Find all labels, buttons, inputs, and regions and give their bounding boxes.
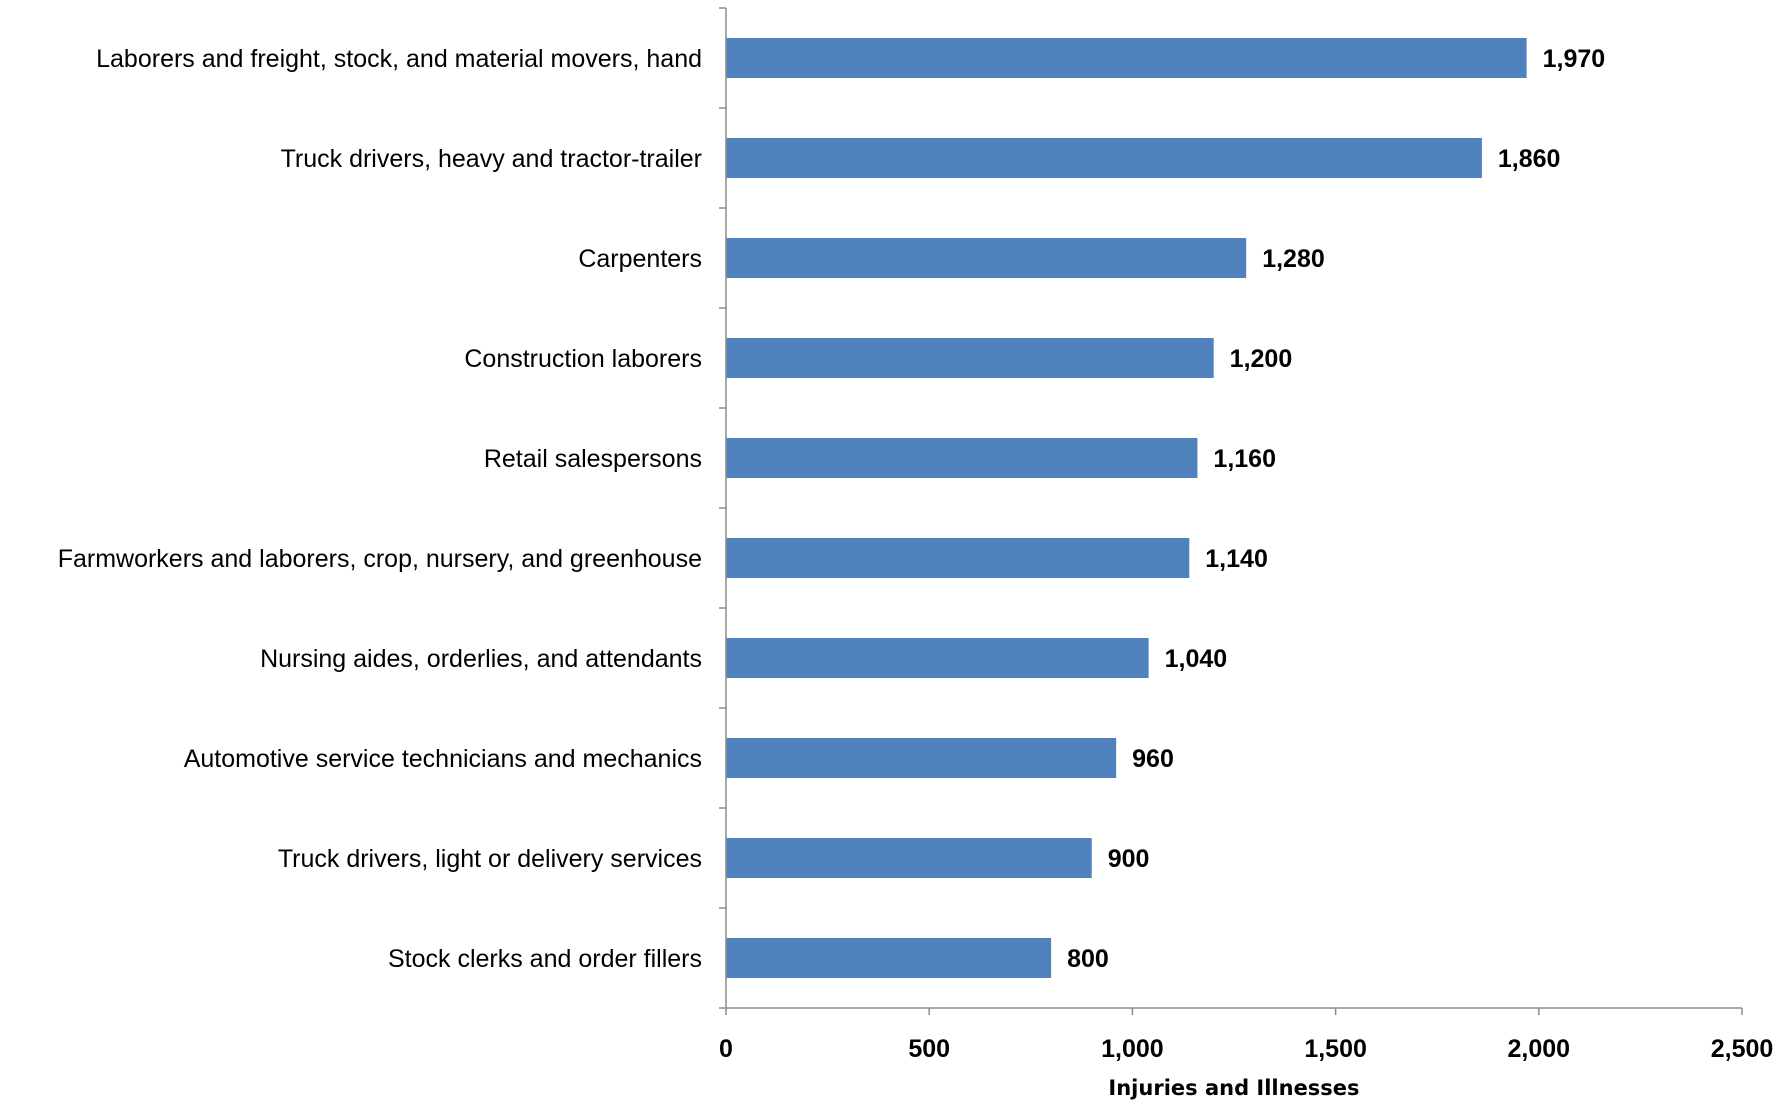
data-label: 1,970 <box>1543 45 1606 73</box>
data-label: 1,280 <box>1262 245 1325 273</box>
bar <box>726 238 1247 278</box>
data-label: 1,860 <box>1498 145 1561 173</box>
x-tick-labels-group: 0 500 1,000 1,500 2,000 2,500 <box>719 1035 1773 1063</box>
category-label: Laborers and freight, stock, and materia… <box>96 45 702 73</box>
data-label: 900 <box>1108 845 1150 873</box>
category-label: Stock clerks and order fillers <box>388 945 702 973</box>
data-label: 1,160 <box>1213 445 1276 473</box>
x-axis-title: Injuries and Illnesses <box>1108 1076 1359 1100</box>
bars-group <box>726 38 1527 978</box>
data-label: 1,200 <box>1230 345 1293 373</box>
category-label: Retail salespersons <box>484 445 702 473</box>
x-tick-label: 2,000 <box>1508 1035 1571 1063</box>
category-label: Carpenters <box>578 245 702 273</box>
category-labels-group: Laborers and freight, stock, and materia… <box>58 45 702 973</box>
x-tick-label: 0 <box>719 1035 733 1063</box>
bar <box>726 138 1482 178</box>
category-label: Automotive service technicians and mecha… <box>184 745 702 773</box>
x-tick-label: 1,000 <box>1101 1035 1164 1063</box>
category-label: Truck drivers, light or delivery service… <box>278 845 702 873</box>
data-labels-group: 1,970 1,860 1,280 1,200 1,160 1,140 1,040 960 90… <box>1067 45 1605 973</box>
bar <box>726 438 1198 478</box>
bar <box>726 538 1190 578</box>
x-tick-label: 500 <box>908 1035 950 1063</box>
bar <box>726 638 1149 678</box>
bar <box>726 338 1214 378</box>
data-label: 1,040 <box>1165 645 1228 673</box>
category-label: Truck drivers, heavy and tractor-trailer <box>281 145 702 173</box>
x-tick-label: 1,500 <box>1304 1035 1367 1063</box>
bar <box>726 738 1117 778</box>
bar <box>726 38 1527 78</box>
category-label: Construction laborers <box>464 345 702 373</box>
x-tick-label: 2,500 <box>1711 1035 1774 1063</box>
data-label: 960 <box>1132 745 1174 773</box>
category-label: Nursing aides, orderlies, and attendants <box>260 645 702 673</box>
axes-group <box>719 7 1743 1015</box>
bar <box>726 938 1052 978</box>
bar <box>726 838 1092 878</box>
data-label: 1,140 <box>1205 545 1268 573</box>
category-label: Farmworkers and laborers, crop, nursery,… <box>58 545 702 573</box>
data-label: 800 <box>1067 945 1109 973</box>
